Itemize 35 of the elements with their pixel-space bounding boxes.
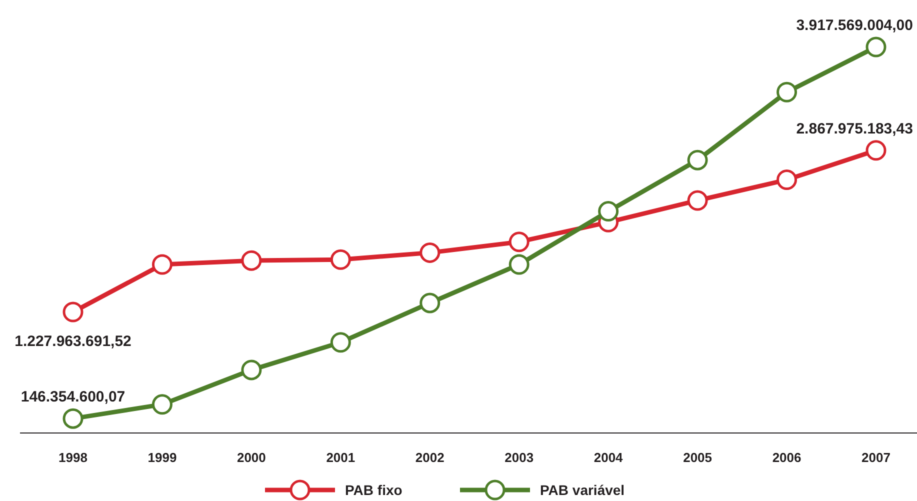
point: [598, 201, 619, 222]
x-tick-label: 2004: [594, 450, 624, 465]
x-tick-label: 2006: [772, 450, 802, 465]
point: [420, 292, 440, 314]
point: [687, 190, 708, 211]
point: [776, 170, 798, 190]
point: [62, 302, 84, 322]
point: [866, 140, 886, 161]
point: [330, 249, 351, 270]
point: [241, 250, 262, 271]
point: [241, 360, 262, 380]
point: [152, 254, 172, 275]
point: [330, 332, 351, 353]
x-tick-label: 2005: [683, 450, 712, 465]
x-tick-label: 2002: [415, 450, 444, 465]
point: [508, 232, 530, 252]
point: [508, 254, 530, 275]
point: [687, 150, 708, 170]
x-tick-label: 2003: [504, 450, 534, 465]
x-tick-label: 2001: [326, 450, 356, 465]
legend-label: PAB fixo: [345, 482, 402, 498]
data-label: 3.917.569.004,00: [796, 17, 913, 34]
x-tick-label: 1999: [148, 450, 177, 465]
data-label: 2.867.975.183,43: [796, 120, 913, 138]
x-tick-label: 2007: [862, 450, 890, 465]
point: [866, 36, 886, 58]
point: [62, 408, 84, 429]
point: [776, 82, 798, 102]
point: [420, 242, 440, 263]
point: [152, 394, 172, 415]
legend-label: PAB variável: [540, 482, 625, 498]
x-tick-label: 2000: [236, 450, 266, 465]
data-label: 1.227.963.691,52: [14, 333, 132, 350]
x-tick-label: 1998: [58, 450, 88, 465]
data-label: 146.354.600,07: [20, 388, 126, 406]
